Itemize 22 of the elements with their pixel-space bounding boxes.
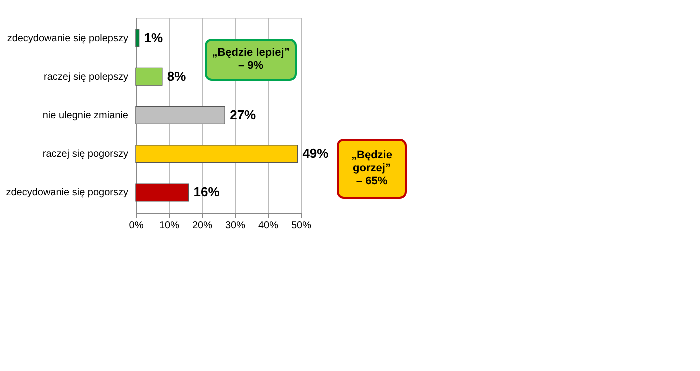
data-label: 1% [144, 30, 164, 46]
data-label: 8% [167, 68, 187, 84]
y-tick-label: zdecydowanie się pogorszy [6, 188, 128, 199]
x-tick-label: 0% [129, 220, 144, 232]
y-tick-label: raczej się polepszy [44, 72, 128, 83]
y-tick-label: raczej się pogorszy [42, 149, 128, 160]
data-label: 16% [194, 184, 220, 200]
bar [136, 68, 163, 86]
data-label: 27% [230, 108, 257, 122]
x-tick-label: 20% [192, 220, 213, 232]
text: „Będzie gorzej” – 65% [352, 150, 392, 188]
x-tick-label: 50% [291, 220, 312, 232]
x-tick-label: 40% [258, 220, 279, 232]
x-tick-label: 10% [159, 220, 180, 232]
bar [136, 29, 140, 48]
bar [136, 184, 190, 202]
annotation: „Będzie lepiej” – 9% [212, 47, 290, 72]
x-tick-label: 30% [225, 220, 246, 232]
y-tick-label: zdecydowanie się polepszy [7, 33, 128, 44]
y-tick-label: nie ulegnie zmianie [42, 110, 129, 122]
bar [136, 145, 298, 164]
data-label: 49% [302, 146, 330, 162]
